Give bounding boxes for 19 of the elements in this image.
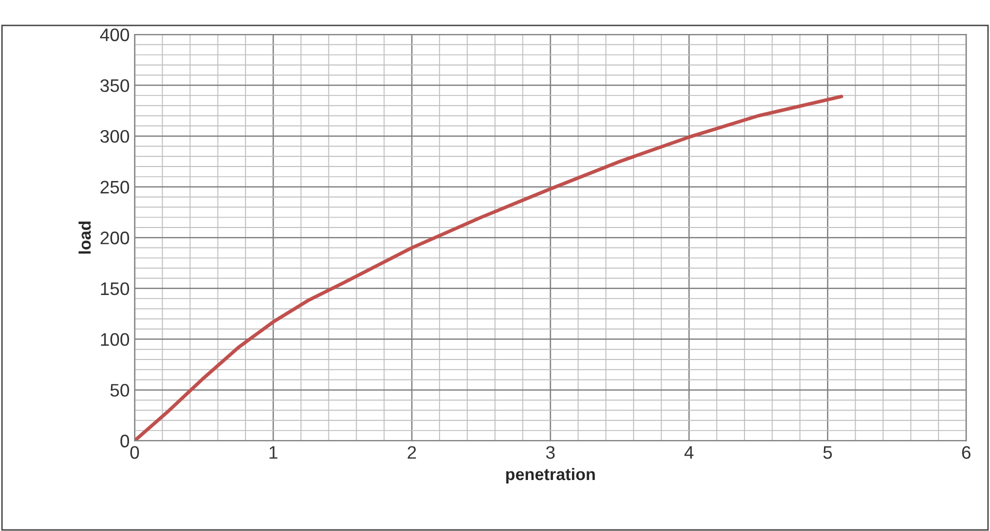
y-tick-label: 100 — [101, 333, 130, 346]
y-axis-title: load — [78, 222, 91, 254]
x-tick-label: 4 — [684, 446, 694, 459]
x-tick-label: 2 — [408, 446, 416, 459]
y-tick-label: 150 — [101, 282, 130, 296]
y-tick-label: 250 — [100, 180, 130, 194]
y-tick-label: 350 — [100, 79, 130, 92]
y-tick-label: 400 — [100, 28, 130, 42]
x-axis-title: penetration — [506, 468, 595, 484]
y-tick-label: 200 — [100, 232, 130, 244]
x-tick-label: 3 — [546, 446, 555, 459]
y-tick-label: 300 — [100, 130, 130, 143]
x-tick-label: 0 — [130, 446, 139, 459]
x-tick-label: 6 — [962, 446, 970, 459]
y-tick-label: 50 — [110, 384, 130, 397]
x-tick-label: 1 — [270, 446, 278, 459]
x-tick-label: 5 — [823, 446, 832, 459]
y-tick-label: 0 — [120, 434, 130, 448]
line-series — [134, 94, 844, 441]
